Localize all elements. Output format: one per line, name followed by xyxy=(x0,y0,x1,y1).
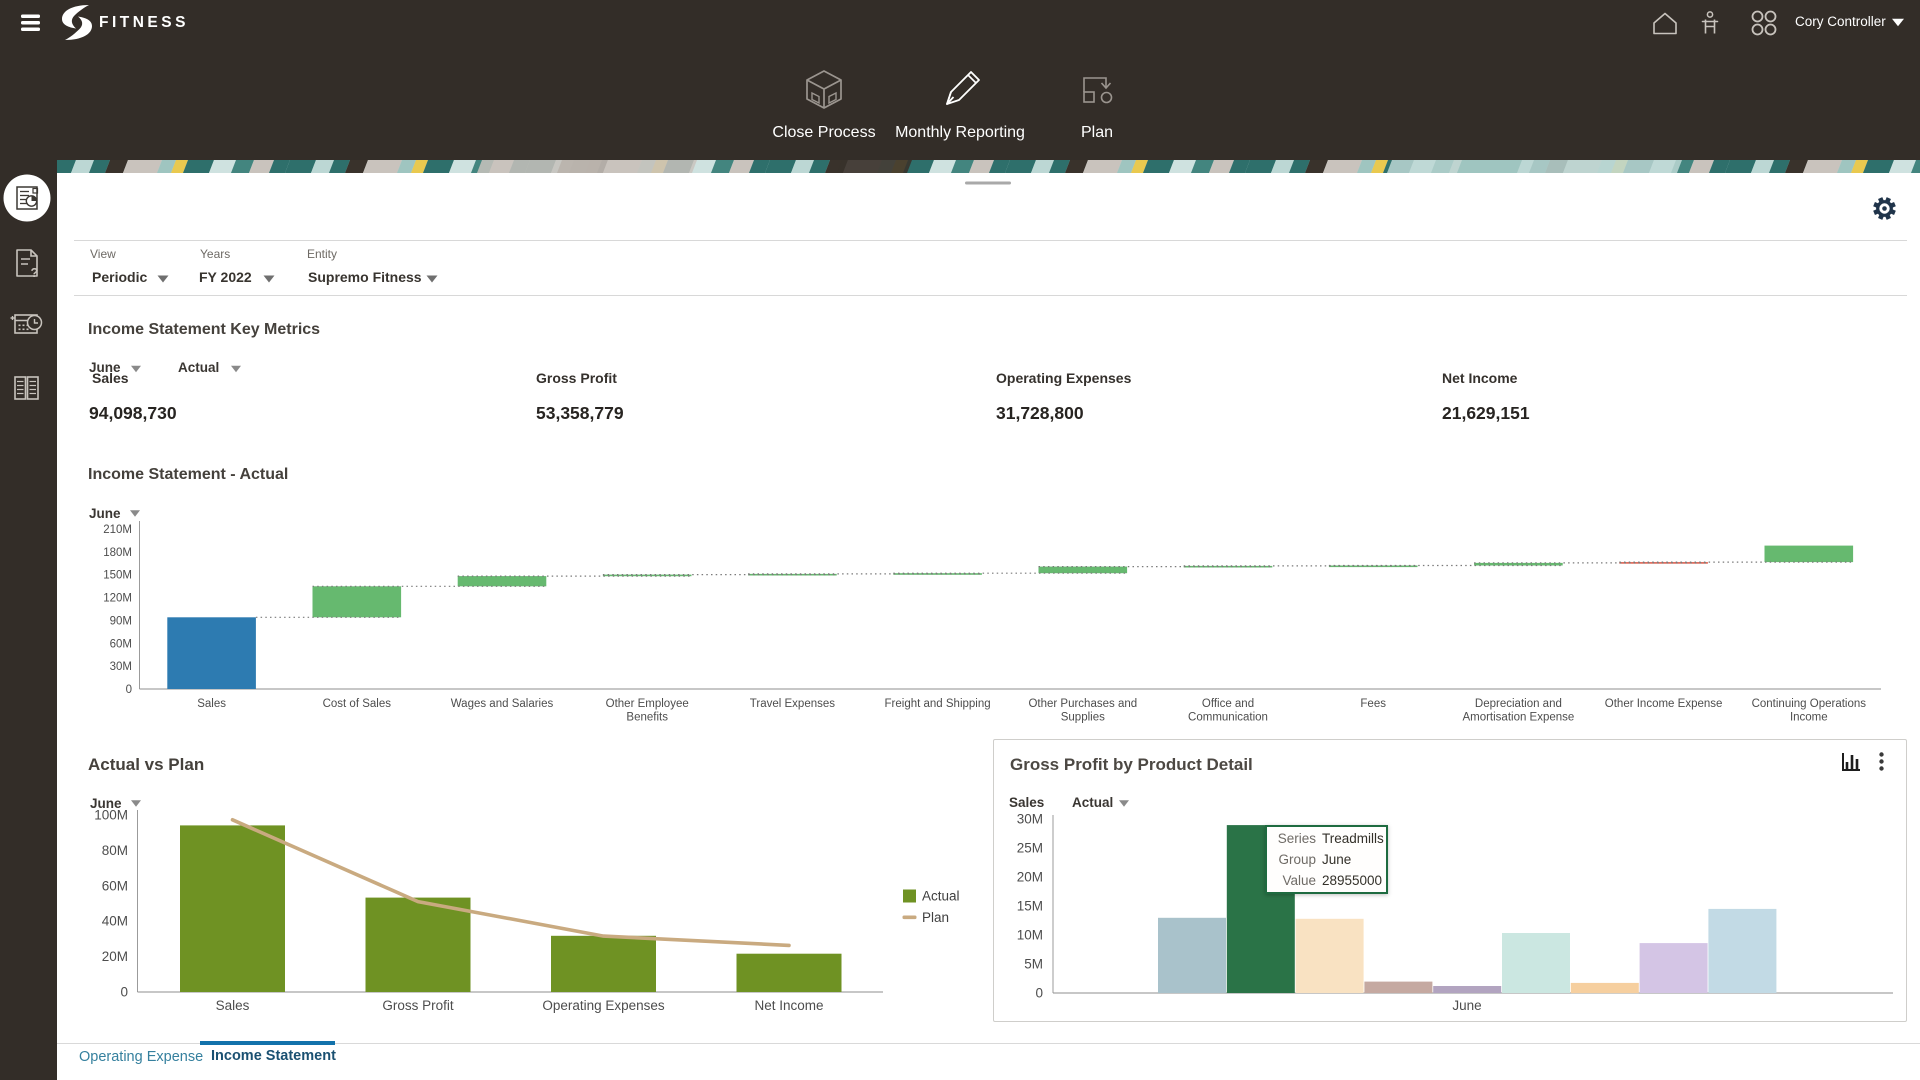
svg-text:Actual: Actual xyxy=(922,889,960,904)
svg-text:Depreciation and: Depreciation and xyxy=(1475,698,1562,710)
svg-text:90M: 90M xyxy=(110,615,132,627)
svg-text:Freight and Shipping: Freight and Shipping xyxy=(885,698,991,710)
svg-text:Series: Series xyxy=(1278,831,1317,846)
svg-text:Group: Group xyxy=(1278,852,1316,867)
svg-text:Travel Expenses: Travel Expenses xyxy=(750,698,835,710)
svg-text:Continuing Operations: Continuing Operations xyxy=(1752,698,1867,710)
svg-text:20M: 20M xyxy=(1017,870,1043,885)
svg-text:Sales: Sales xyxy=(216,998,250,1013)
svg-text:5M: 5M xyxy=(1024,957,1043,972)
svg-text:Net Income: Net Income xyxy=(754,998,823,1013)
svg-text:30M: 30M xyxy=(1017,812,1043,827)
svg-text:60M: 60M xyxy=(102,878,128,893)
svg-text:Communication: Communication xyxy=(1188,712,1268,724)
svg-text:Treadmills: Treadmills xyxy=(1322,831,1384,846)
svg-text:June: June xyxy=(1322,852,1351,867)
svg-text:Amortisation Expense: Amortisation Expense xyxy=(1462,712,1574,724)
svg-text:80M: 80M xyxy=(102,843,128,858)
svg-text:30M: 30M xyxy=(110,661,132,673)
svg-text:210M: 210M xyxy=(103,524,132,536)
svg-text:Sales: Sales xyxy=(197,698,226,710)
svg-text:0: 0 xyxy=(120,985,128,1000)
svg-text:Gross Profit: Gross Profit xyxy=(382,998,454,1013)
svg-text:60M: 60M xyxy=(110,638,132,650)
svg-text:0: 0 xyxy=(1035,986,1043,1001)
svg-text:Operating Expenses: Operating Expenses xyxy=(542,998,665,1013)
svg-text:40M: 40M xyxy=(102,914,128,929)
svg-text:15M: 15M xyxy=(1017,899,1043,914)
svg-text:120M: 120M xyxy=(103,593,132,605)
svg-text:Value: Value xyxy=(1282,873,1316,888)
svg-text:Wages and Salaries: Wages and Salaries xyxy=(451,698,554,710)
svg-text:Other Employee: Other Employee xyxy=(606,698,689,710)
svg-text:Plan: Plan xyxy=(922,910,949,925)
svg-text:Cost of Sales: Cost of Sales xyxy=(323,698,392,710)
svg-text:25M: 25M xyxy=(1017,841,1043,856)
svg-text:Income: Income xyxy=(1790,712,1828,724)
svg-text:Supplies: Supplies xyxy=(1061,712,1105,724)
svg-text:Office and: Office and xyxy=(1202,698,1254,710)
svg-text:10M: 10M xyxy=(1017,928,1043,943)
svg-text:Fees: Fees xyxy=(1360,698,1386,710)
svg-text:100M: 100M xyxy=(94,808,128,823)
svg-text:Benefits: Benefits xyxy=(626,712,668,724)
svg-text:?: ? xyxy=(31,265,39,280)
svg-text:Other Income Expense: Other Income Expense xyxy=(1605,698,1723,710)
svg-text:0: 0 xyxy=(126,684,132,696)
svg-text:180M: 180M xyxy=(103,547,132,559)
svg-text:June: June xyxy=(1452,998,1481,1013)
svg-text:28955000: 28955000 xyxy=(1322,873,1382,888)
svg-text:20M: 20M xyxy=(102,949,128,964)
svg-text:150M: 150M xyxy=(103,570,132,582)
svg-text:Other Purchases and: Other Purchases and xyxy=(1028,698,1137,710)
